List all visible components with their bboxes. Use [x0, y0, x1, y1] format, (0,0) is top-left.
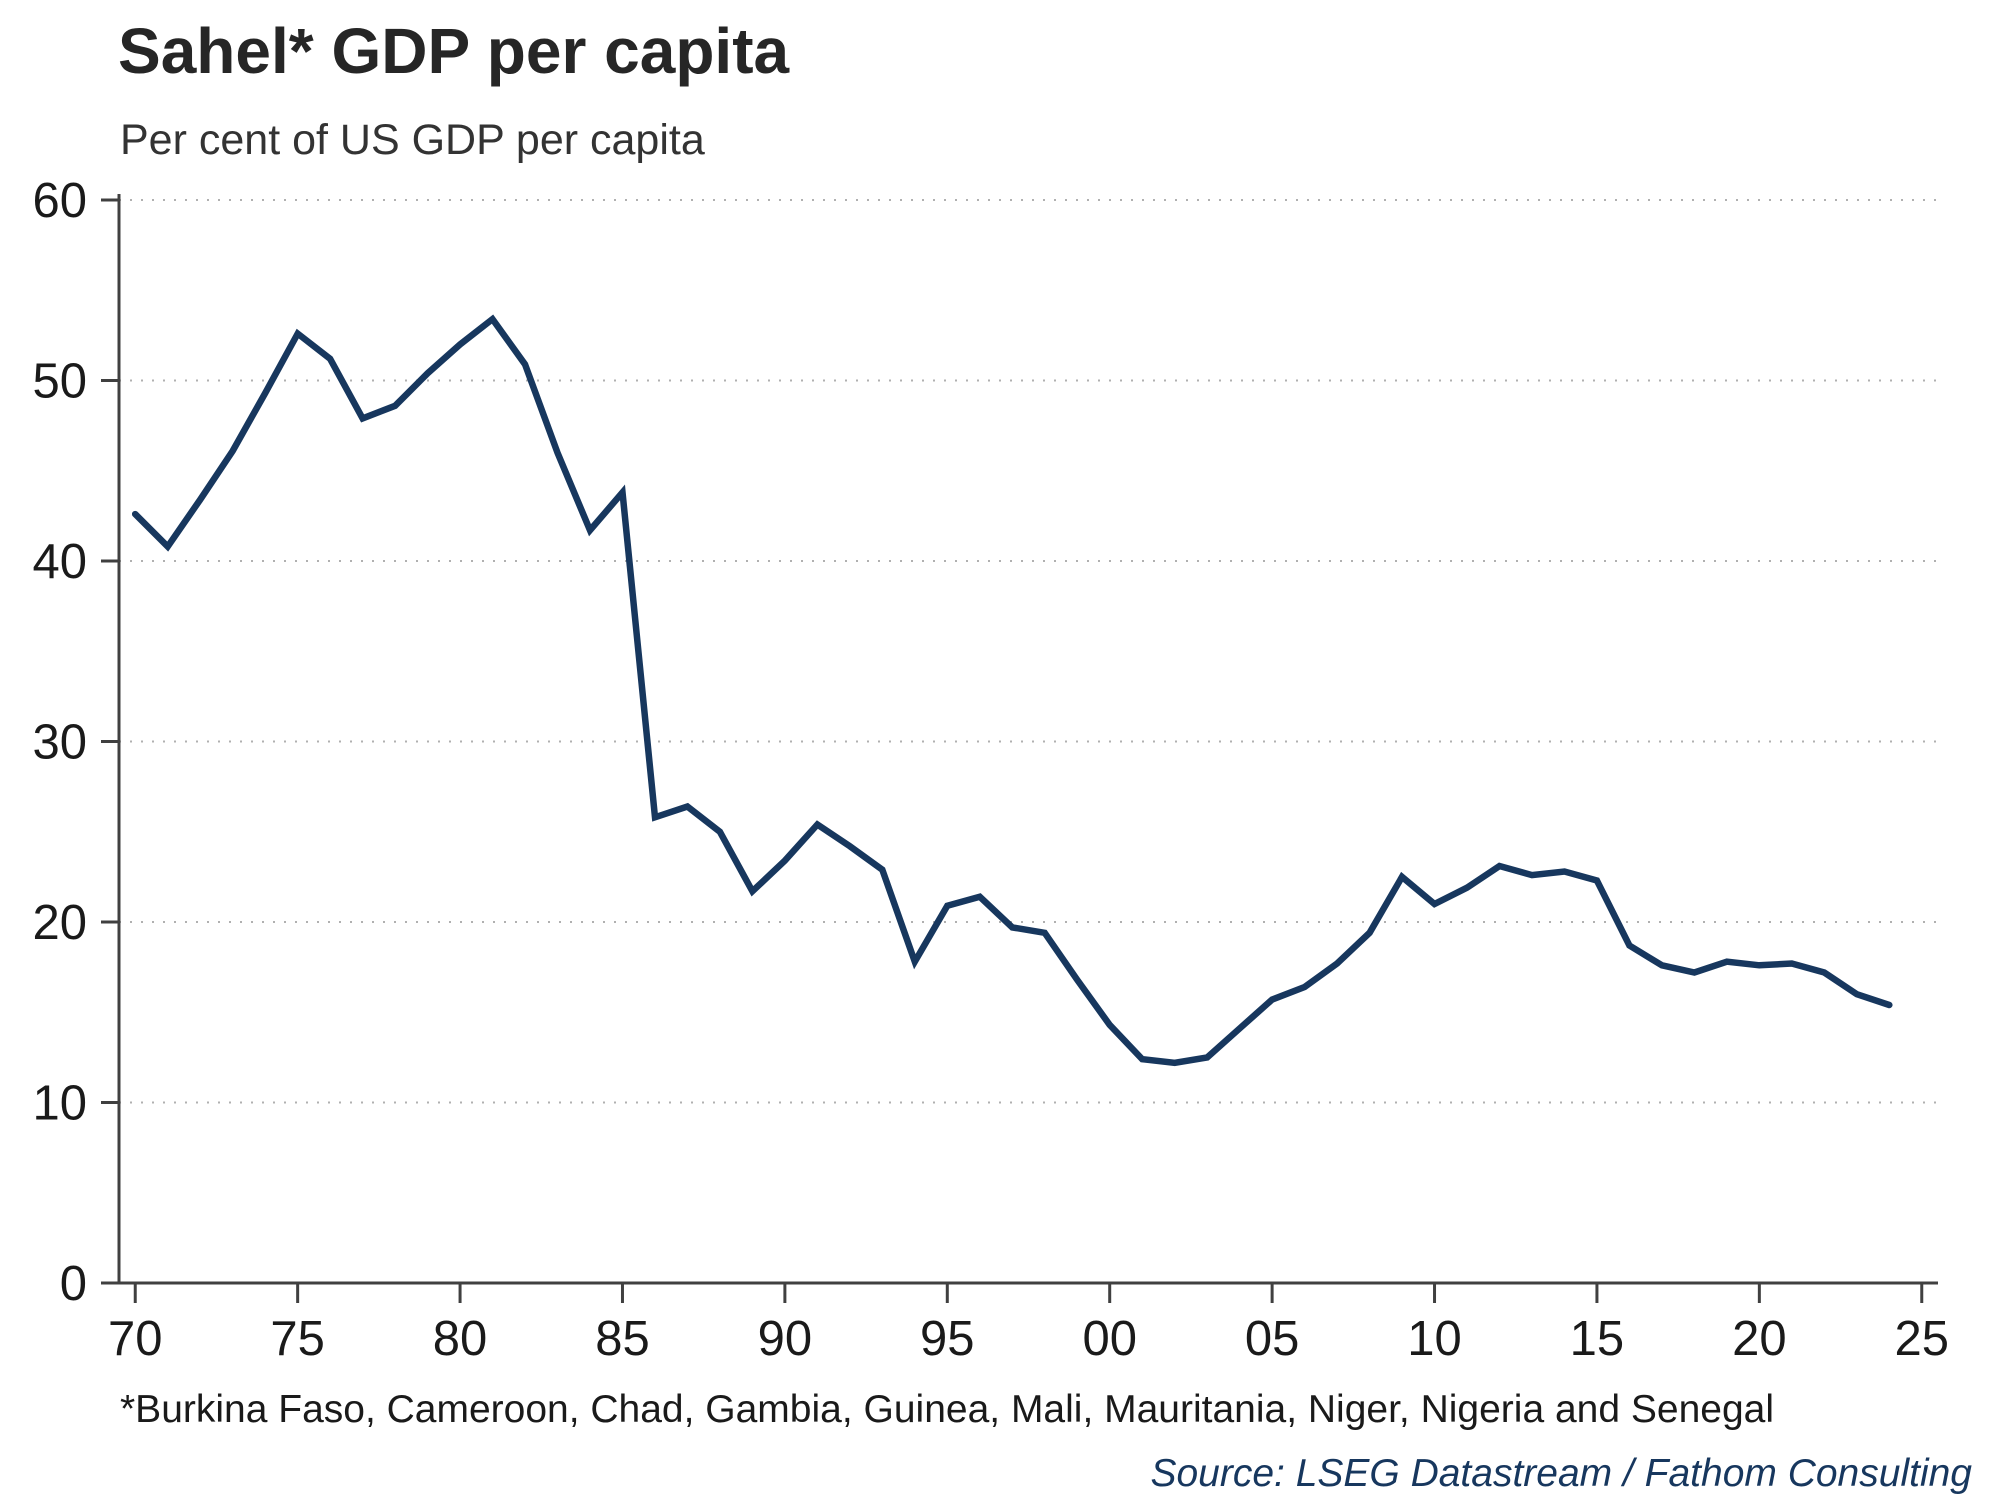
- x-tick-label: 75: [270, 1312, 325, 1366]
- y-tick-label: 40: [32, 535, 87, 589]
- y-axis-ticks: 0 10 20 30 40 50 60: [32, 174, 119, 1311]
- chart-subtitle: Per cent of US GDP per capita: [120, 116, 705, 164]
- chart-footnote: *Burkina Faso, Cameroon, Chad, Gambia, G…: [120, 1388, 1775, 1431]
- x-tick-label: 90: [758, 1312, 813, 1366]
- chart-source: Source: LSEG Datastream / Fathom Consult…: [1150, 1452, 1972, 1495]
- x-tick-label: 70: [108, 1312, 163, 1366]
- x-tick-label: 80: [433, 1312, 488, 1366]
- axes: [117, 194, 1938, 1285]
- chart-title: Sahel* GDP per capita: [118, 15, 790, 87]
- x-axis-ticks: 70 75 80 85 90 95 00 05 10 15 20 25: [108, 1283, 1949, 1366]
- y-tick-label: 30: [32, 716, 87, 770]
- x-tick-label: 05: [1245, 1312, 1300, 1366]
- y-tick-label: 10: [32, 1077, 87, 1131]
- y-tick-label: 50: [32, 355, 87, 409]
- x-tick-label: 85: [595, 1312, 650, 1366]
- x-tick-label: 20: [1732, 1312, 1787, 1366]
- y-tick-label: 0: [60, 1257, 87, 1311]
- y-tick-label: 20: [32, 896, 87, 950]
- y-tick-label: 60: [32, 174, 87, 228]
- data-line-sahel-gdp: [131, 314, 1893, 1067]
- x-tick-label: 10: [1407, 1312, 1462, 1366]
- x-tick-label: 95: [920, 1312, 975, 1366]
- x-tick-label: 25: [1895, 1312, 1950, 1366]
- x-tick-label: 00: [1082, 1312, 1137, 1366]
- x-tick-label: 15: [1570, 1312, 1625, 1366]
